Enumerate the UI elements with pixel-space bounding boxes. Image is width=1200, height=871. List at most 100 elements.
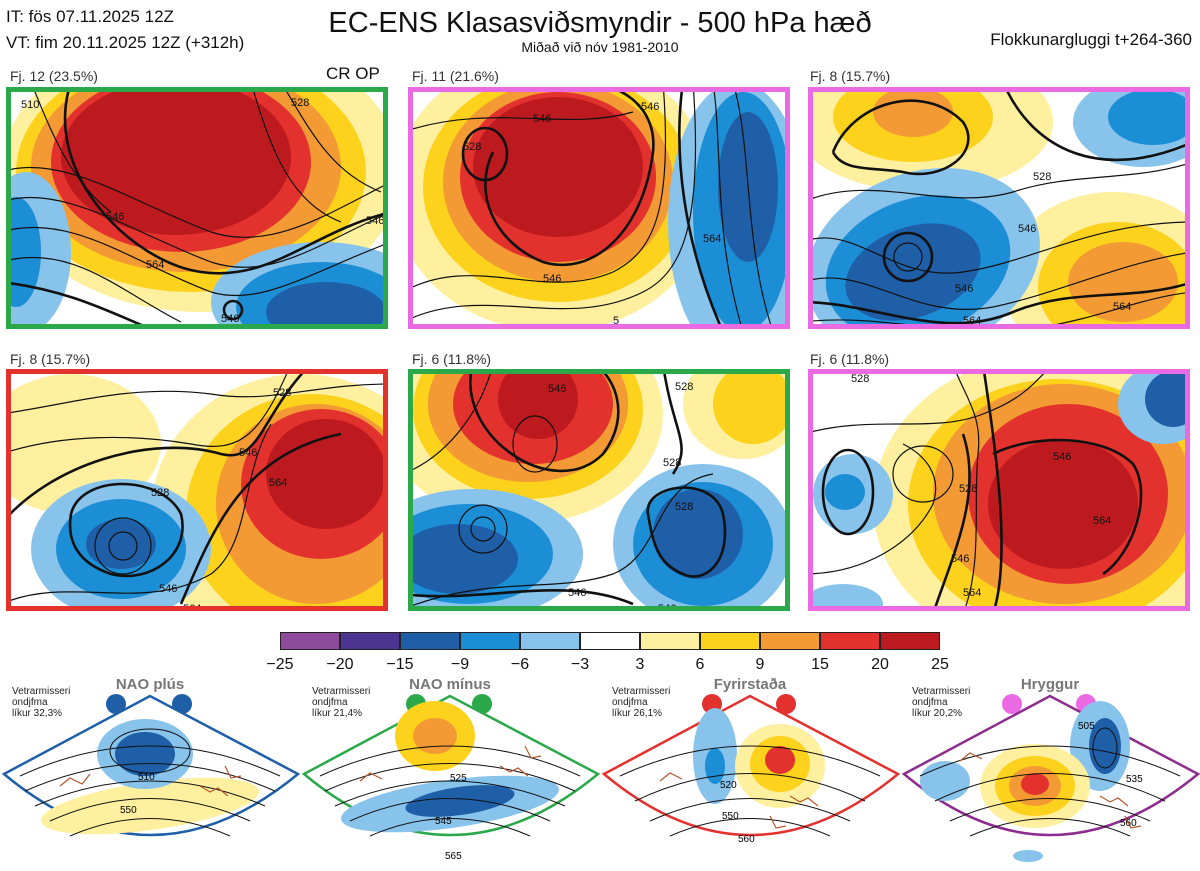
- map-svg-6: 528 546 528 564 546 564: [813, 374, 1185, 606]
- colorbar-tick-label: −6: [510, 656, 530, 673]
- contour-label: 528: [663, 457, 681, 469]
- regime-title: NAO plús: [115, 676, 185, 693]
- contour-line: [649, 798, 851, 822]
- contour-line: [319, 745, 581, 777]
- colorbar-swatch: [460, 632, 520, 650]
- contour-line: [11, 256, 182, 323]
- anomaly-neg-s: [1013, 850, 1043, 862]
- anomaly-neg-core: [405, 785, 515, 817]
- cluster-map-1: 510 528 546 546 564 546: [6, 87, 388, 329]
- contour-closed: [94, 517, 152, 575]
- contour-label: 565: [445, 851, 462, 862]
- contour-line: [949, 798, 1151, 822]
- anomaly-mod-neg-ne: [1108, 92, 1185, 145]
- contour-bold: [663, 374, 683, 475]
- panel-label-2: Fj. 11 (21.6%): [412, 68, 499, 84]
- valid-time: VT: fim 20.11.2025 12Z (+312h): [6, 33, 245, 52]
- contour-closed: [512, 415, 558, 473]
- anomaly-strong-neg-e: [653, 489, 743, 579]
- colorbar-swatch: [700, 632, 760, 650]
- colorbar-tick-label: 20: [871, 656, 889, 673]
- contour-bold: [1006, 92, 1185, 162]
- note-months: ondjfma: [612, 697, 648, 708]
- anomaly-mod-pos-ne: [713, 374, 785, 444]
- coastline: [59, 765, 242, 797]
- colorbar-tick-label: −25: [266, 656, 294, 673]
- map-svg-4: 528 528 546 564 546 564: [11, 374, 383, 606]
- regime-panel-nao-plus: NAO plús Vetrarmisseri ondjfma líkur 32,…: [0, 676, 300, 871]
- contour-label: 528: [463, 141, 481, 153]
- contour-line: [11, 166, 383, 238]
- contour-label: 528: [675, 501, 693, 513]
- contour-closed: [108, 531, 138, 561]
- map-svg-2: 528 546 546 546 564 5: [413, 92, 785, 324]
- contour-line: [669, 818, 831, 837]
- contour-label: 546: [658, 603, 676, 606]
- contour-bold: [992, 438, 1143, 576]
- contour-line: [413, 92, 667, 288]
- note-likelihood: líkur 26,1%: [612, 708, 663, 719]
- contour-line: [813, 292, 1185, 324]
- regime-title: NAO mínus: [409, 676, 491, 693]
- contour-label: 528: [151, 487, 169, 499]
- anomaly-neg-e-core: [1089, 718, 1121, 774]
- anomaly-strong-neg: [845, 223, 981, 321]
- contour-line: [1092, 727, 1118, 769]
- map-svg-5: 546 528 528 528 546 546: [413, 374, 785, 606]
- contour-bold: [179, 432, 342, 605]
- anomaly-weak-pos-nw: [11, 374, 161, 514]
- contour-line: [413, 473, 714, 606]
- contour-label: 564: [1093, 515, 1111, 527]
- cluster-map-4: 528 528 546 564 546 564: [6, 369, 388, 611]
- regime-map: 510 550: [1, 694, 300, 837]
- anomaly-pos: [41, 777, 259, 835]
- contour-line: [413, 92, 697, 319]
- contour-label: 525: [450, 773, 467, 784]
- regime-map: 525 545 565: [301, 694, 600, 862]
- regime-note: Vetrarmisseri ondjfma líkur 21,4%: [312, 686, 370, 719]
- contour-label: 546: [106, 211, 124, 223]
- colorbar-swatch: [580, 632, 640, 650]
- anomaly-neg-core: [705, 748, 725, 784]
- note-season: Vetrarmisseri: [612, 686, 671, 697]
- contour-line: [956, 374, 980, 606]
- contour-label: 564: [1113, 301, 1131, 313]
- contour-line: [11, 226, 383, 297]
- colorbar-tick-label: 6: [695, 656, 705, 673]
- cluster-map-2: 528 546 546 546 564 5: [408, 87, 790, 329]
- contour-label: 546: [239, 447, 257, 459]
- contour-line: [813, 221, 1185, 274]
- colorbar-swatch: [280, 632, 340, 650]
- contour-line: [11, 423, 272, 601]
- regime-panel-nao-minus: NAO mínus Vetrarmisseri ondjfma líkur 21…: [300, 676, 600, 871]
- page-title: EC-ENS Klasasviðsmyndir - 500 hPa hæð: [328, 7, 872, 39]
- coastline: [359, 745, 542, 782]
- contour-label: 510: [21, 99, 39, 111]
- regime-marker-dot: [1002, 694, 1022, 714]
- anomaly-strong-neg-w: [413, 524, 518, 594]
- contour-bold-closed: [461, 126, 509, 182]
- note-season: Vetrarmisseri: [12, 686, 71, 697]
- contour-label: 535: [1126, 774, 1143, 785]
- anomaly-west-neg-core: [11, 197, 41, 307]
- contour-label: 546: [159, 583, 177, 595]
- contour-line: [34, 780, 266, 807]
- anomaly-weak-neg-s: [813, 584, 883, 606]
- contour-line: [253, 92, 342, 223]
- contour-bold: [413, 588, 634, 606]
- contour-line: [69, 818, 231, 837]
- contour-label: 564: [183, 603, 201, 606]
- contour-line: [919, 745, 1181, 777]
- contour-bold: [68, 482, 184, 578]
- contour-label: 564: [269, 477, 287, 489]
- regime-note: Vetrarmisseri ondjfma líkur 26,1%: [612, 686, 670, 719]
- anomaly-max-pos: [473, 97, 643, 237]
- contour-line: [19, 745, 281, 777]
- colorbar-tick-label: −20: [326, 656, 354, 673]
- note-months: ondjfma: [912, 697, 948, 708]
- regime-note: Vetrarmisseri ondjfma líkur 20,2%: [912, 686, 970, 719]
- contour-label: 546: [955, 283, 973, 295]
- contour-bold: [11, 374, 304, 515]
- contour-line: [324, 763, 576, 792]
- anomaly-strong-neg: [266, 282, 383, 324]
